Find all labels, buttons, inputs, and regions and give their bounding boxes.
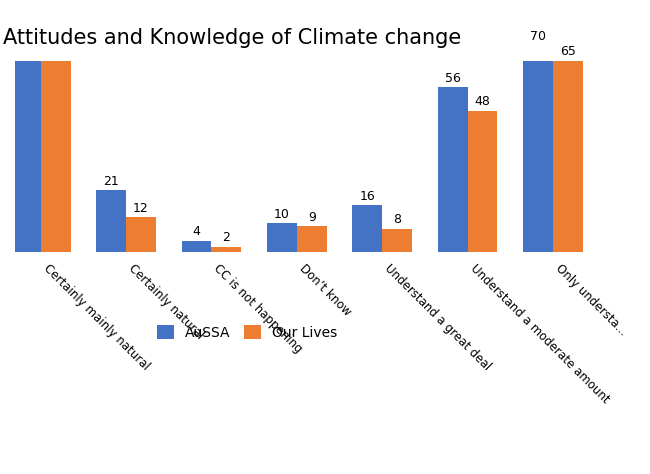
Bar (382, 229, 412, 253)
Text: Attitudes and Knowledge of Climate change: Attitudes and Knowledge of Climate chang… (3, 28, 462, 48)
Bar (467, 111, 497, 253)
Bar (181, 241, 211, 253)
Text: 8: 8 (393, 213, 401, 227)
Text: 10: 10 (274, 208, 290, 220)
Text: 21: 21 (103, 175, 119, 188)
Text: 12: 12 (133, 201, 149, 215)
Text: 48: 48 (474, 95, 491, 109)
Text: 70: 70 (530, 30, 546, 44)
Bar (297, 226, 327, 253)
Text: 65: 65 (560, 45, 576, 58)
Bar (437, 87, 467, 253)
Text: 16: 16 (359, 190, 375, 203)
Bar (523, 46, 553, 253)
Text: 9: 9 (308, 210, 316, 224)
Bar (96, 191, 126, 253)
Bar (553, 61, 583, 253)
Bar (211, 246, 241, 253)
Text: 2: 2 (222, 231, 230, 244)
Bar (352, 205, 382, 253)
Bar (11, 46, 40, 253)
Bar (40, 61, 70, 253)
Bar (126, 217, 156, 253)
Legend: AuSSA, Our Lives: AuSSA, Our Lives (151, 319, 343, 345)
Text: 56: 56 (445, 72, 461, 85)
Text: 4: 4 (192, 225, 200, 238)
Bar (267, 223, 297, 253)
